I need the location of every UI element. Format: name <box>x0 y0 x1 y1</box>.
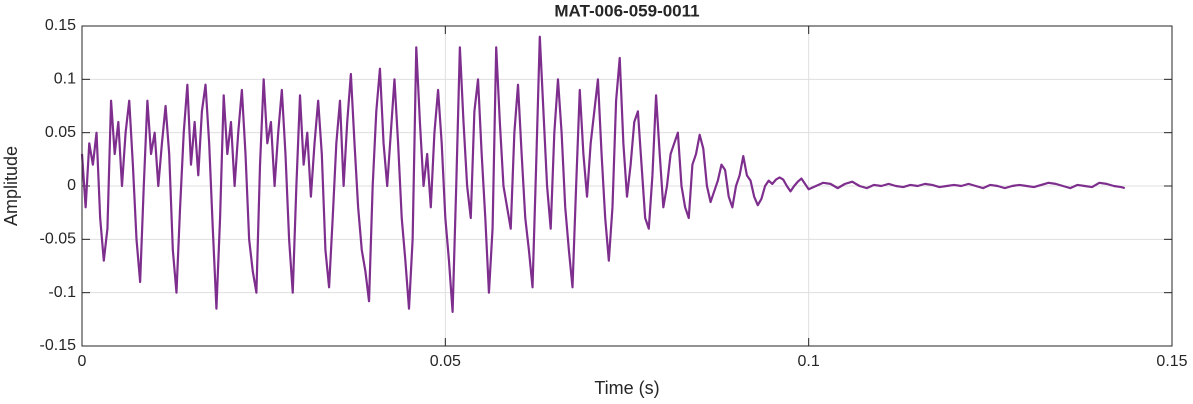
y-tick-label: -0.05 <box>40 231 77 248</box>
y-tick-label: 0.1 <box>54 71 76 88</box>
y-tick-label: 0.15 <box>45 17 76 34</box>
waveform-line <box>80 35 1126 313</box>
axes-box <box>81 25 1173 347</box>
x-axis-label: Time (s) <box>594 378 659 398</box>
x-tick-label: 0.1 <box>798 353 820 370</box>
x-tick-label: 0 <box>78 353 87 370</box>
x-tick-label: 0.15 <box>1156 353 1187 370</box>
x-tick-label: 0.05 <box>430 353 461 370</box>
plot-area <box>80 35 1126 313</box>
y-tick-label: 0 <box>67 177 76 194</box>
y-tick-label: -0.15 <box>40 337 77 354</box>
y-axis-label: Amplitude <box>1 146 21 226</box>
chart-title: MAT-006-059-0011 <box>554 1 699 20</box>
y-tick-label: 0.05 <box>45 124 76 141</box>
y-tick-label: -0.1 <box>48 284 76 301</box>
